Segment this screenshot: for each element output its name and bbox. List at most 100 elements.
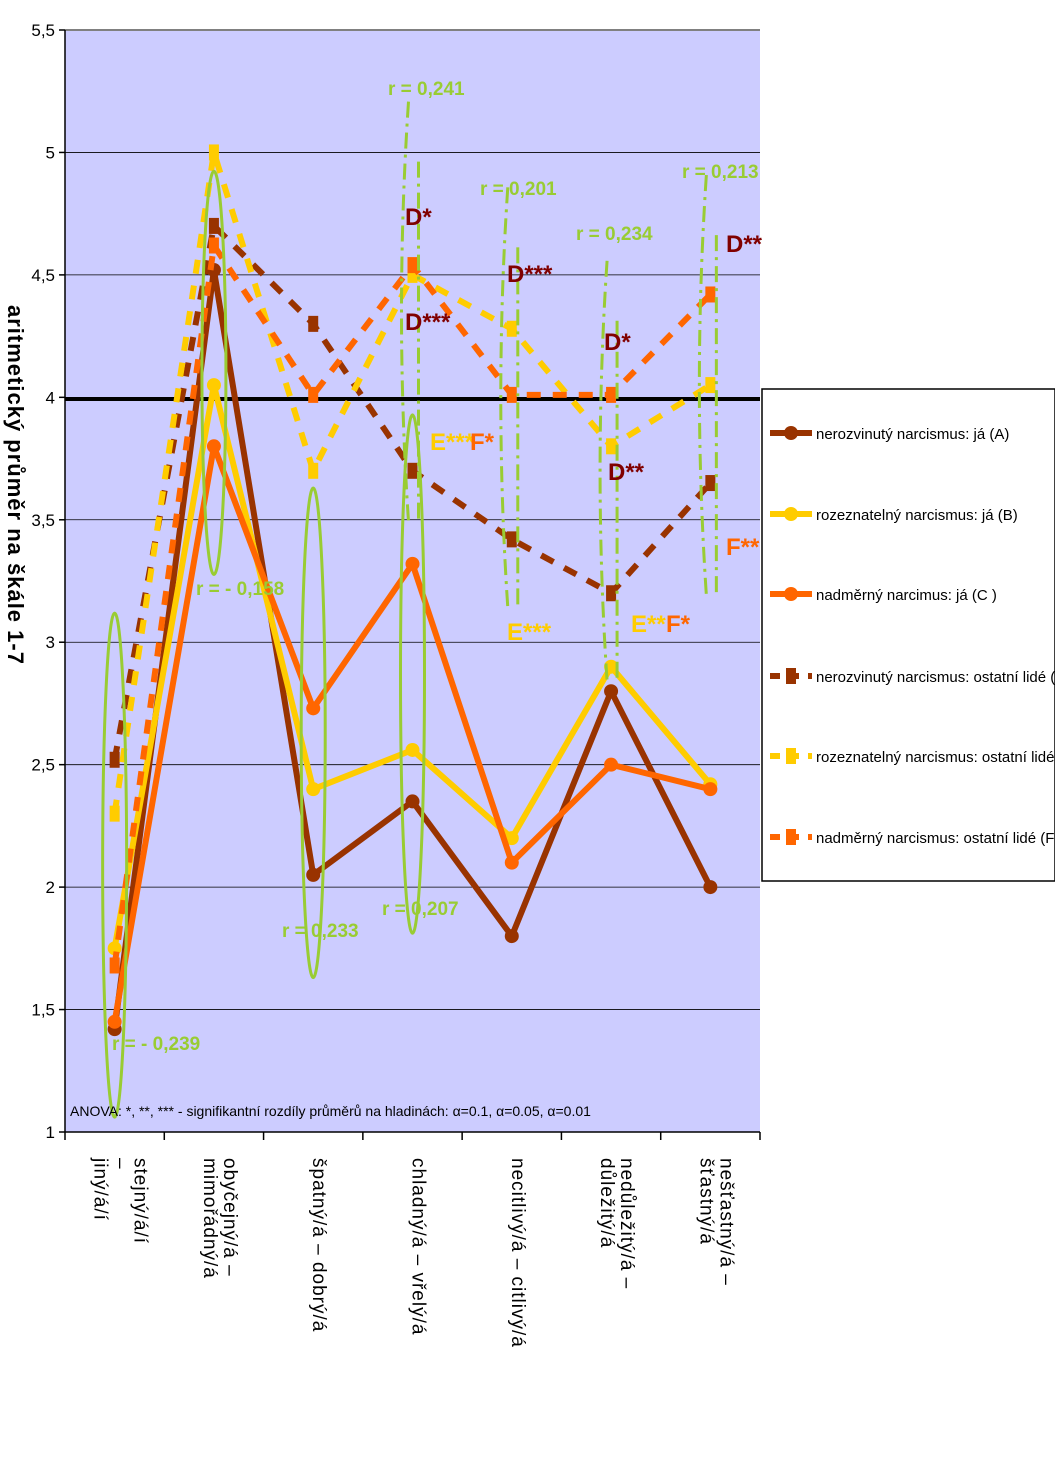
y-tick-label: 2,5	[31, 756, 55, 775]
data-point	[407, 257, 418, 274]
x-category-label: chladný/á – vřelý/á	[408, 1158, 429, 1335]
legend-swatch-marker	[786, 829, 796, 845]
legend-label: nadměrný narcismus: ostatní lidé (F)	[816, 830, 1055, 847]
correlation-ellipses	[101, 101, 718, 1119]
y-axis-label: aritmetický průměr na škále 1-7	[3, 305, 28, 665]
data-point	[407, 266, 418, 283]
data-point	[306, 867, 321, 882]
significance-label: D***	[507, 261, 553, 288]
legend-swatch-marker	[784, 507, 798, 521]
data-point	[504, 855, 519, 870]
significance-label: F*	[470, 429, 495, 456]
y-tick-label: 3,5	[31, 511, 55, 530]
x-category-label: stejný/á/í	[130, 1158, 151, 1244]
x-category-label: jiný/á/í	[90, 1157, 111, 1221]
data-point	[504, 831, 519, 846]
data-point	[703, 880, 718, 895]
data-point	[308, 462, 319, 479]
legend-swatch-marker	[784, 587, 798, 601]
data-point	[504, 929, 519, 944]
legend-label: nadměrný narcimus: já (C )	[816, 587, 997, 604]
x-category-label: –	[110, 1158, 131, 1170]
correlation-label: r = - 0,239	[112, 1034, 200, 1055]
data-point	[109, 751, 120, 768]
data-point	[405, 742, 420, 757]
data-point	[109, 957, 120, 974]
x-category-label: obyčejný/á –	[219, 1158, 240, 1277]
x-axis-category-labels: stejný/á/í–jiný/á/í obyčejný/á –mimořádný…	[90, 1157, 737, 1348]
legend-swatch-marker	[786, 748, 796, 764]
data-point	[306, 782, 321, 797]
correlation-bracket	[499, 187, 510, 608]
data-point	[506, 386, 517, 403]
correlation-label: r = 0,241	[388, 79, 465, 100]
correlation-label: r = 0,201	[480, 179, 557, 200]
correlation-label: r = - 0,158	[196, 579, 284, 600]
correlation-label: r = 0,233	[282, 921, 359, 942]
legend: nerozvinutý narcismus: já (A) rozeznateln…	[761, 388, 1055, 882]
anova-note: ANOVA: *, **, *** - signifikantní rozdíl…	[70, 1103, 591, 1119]
x-category-label: mimořádný/á	[199, 1158, 220, 1279]
significance-label: D*	[405, 204, 432, 231]
significance-label: D*	[604, 329, 631, 356]
data-point	[405, 556, 420, 571]
correlation-bracket	[598, 260, 609, 681]
legend-swatch-marker	[786, 668, 796, 684]
data-point	[208, 237, 219, 254]
data-point	[705, 286, 716, 303]
x-category-label: špatný/á – dobrý/á	[308, 1158, 329, 1332]
legend-label: nerozvinutý narcismus: já (A)	[816, 426, 1009, 443]
data-point	[606, 386, 617, 403]
legend-label: rozeznatelný narcismus: já (B)	[816, 507, 1018, 524]
correlation-label: r = 0,213	[682, 162, 759, 183]
data-point	[109, 805, 120, 822]
significance-label: D**	[726, 231, 763, 258]
correlation-bracket	[697, 174, 708, 596]
data-point	[407, 462, 418, 479]
x-axis-ticks	[64, 1132, 761, 1140]
data-point	[306, 701, 321, 716]
significance-label: F*	[666, 611, 691, 638]
significance-label: E**	[631, 611, 666, 638]
y-tick-label: 4,5	[31, 266, 55, 285]
significance-label: D***	[405, 309, 451, 336]
data-point	[606, 585, 617, 602]
correlation-ellipse	[101, 611, 129, 1119]
significance-label: E***	[430, 429, 475, 456]
correlation-bracket	[400, 101, 410, 522]
data-point	[208, 217, 219, 234]
x-category-label: nešťastný/á –	[715, 1158, 736, 1286]
legend-label: nerozvinutý narcismus: ostatní lidé (D)	[816, 669, 1055, 686]
y-tick-label: 2	[46, 878, 55, 897]
y-tick-label: 1	[46, 1123, 55, 1142]
x-category-label: nedůležitý/á –	[616, 1158, 637, 1289]
legend-box	[761, 388, 1055, 882]
y-axis-ticks: 1 1,5 2 2,5 3 3,5 4 4,5 5 5,5	[31, 21, 65, 1142]
significance-label: D**	[608, 459, 645, 486]
legend-label: rozeznatelný narcismus: ostatní lidé (E)	[816, 749, 1055, 766]
annotations: r = - 0,239 r = - 0,158 r = 0,233 r = 0,207…	[112, 79, 763, 1055]
data-point	[606, 438, 617, 455]
data-point	[405, 794, 420, 809]
x-category-label: necitlivý/á – citlivý/á	[507, 1158, 528, 1348]
data-point	[107, 941, 122, 956]
data-point	[604, 684, 619, 699]
y-tick-label: 1,5	[31, 1001, 55, 1020]
correlation-label: r = 0,234	[576, 224, 653, 245]
data-point	[703, 782, 718, 797]
data-point	[308, 386, 319, 403]
series-group	[107, 144, 718, 1037]
data-point	[506, 320, 517, 337]
correlation-label: r = 0,207	[382, 899, 459, 920]
x-category-label: šťastný/á	[695, 1158, 716, 1245]
data-point	[208, 144, 219, 161]
significance-label: F**	[726, 534, 760, 561]
correlation-ellipse	[200, 169, 228, 576]
data-point	[705, 377, 716, 394]
data-point	[107, 1014, 122, 1029]
correlation-ellipse	[399, 413, 426, 935]
y-tick-label: 5	[46, 143, 55, 162]
y-tick-label: 5,5	[31, 21, 55, 40]
data-point	[206, 439, 221, 454]
